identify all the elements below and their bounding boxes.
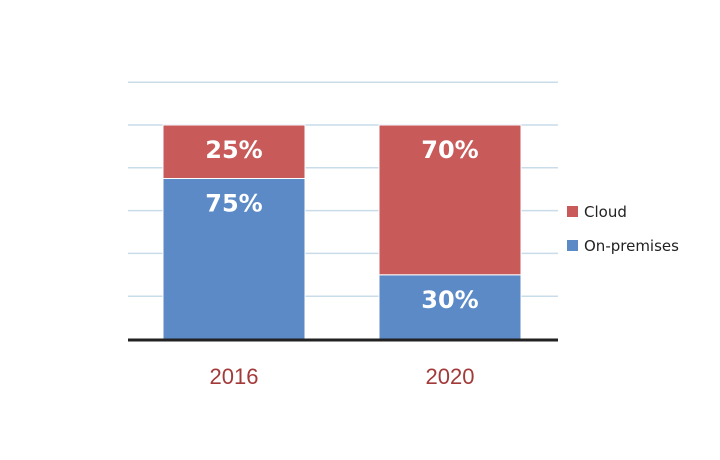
data-label: 70%	[421, 136, 478, 164]
category-labels: 2016 2020	[210, 364, 475, 389]
x-tick-label: 2020	[426, 364, 475, 389]
bars: 75% 25% 30% 70%	[162, 124, 522, 340]
bar-segment-on-premises-2020	[378, 274, 522, 340]
data-label: 75%	[205, 190, 262, 218]
legend-swatch	[567, 206, 578, 217]
data-label: 25%	[205, 136, 262, 164]
bar-segment-cloud-2016	[162, 124, 306, 179]
legend-label: Cloud	[584, 203, 627, 221]
legend-swatch	[567, 240, 578, 251]
bar-segment-cloud-2020	[378, 124, 522, 276]
legend: Cloud On-premises	[567, 203, 679, 255]
data-label: 30%	[421, 286, 478, 314]
legend-label: On-premises	[584, 237, 679, 255]
x-tick-label: 2016	[210, 364, 259, 389]
